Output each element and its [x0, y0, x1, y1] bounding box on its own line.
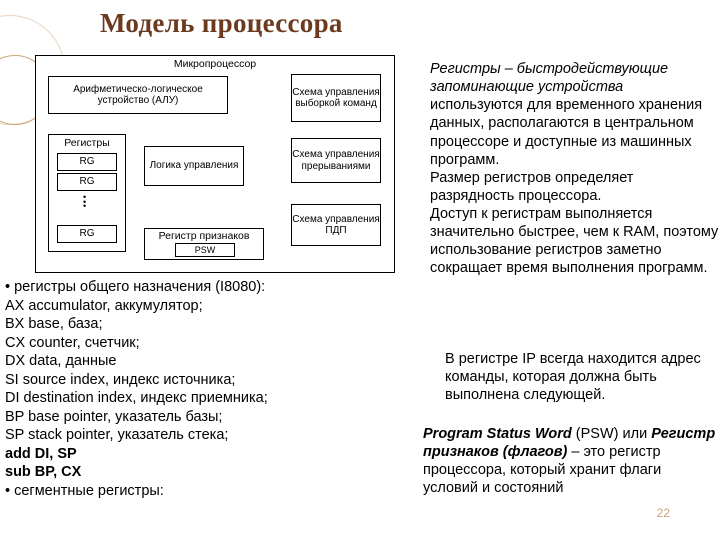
registers-label: Регистры	[49, 137, 125, 150]
left-line-7: DI destination index, индекс приемника;	[5, 389, 425, 408]
left-line-11: sub BP, CX	[5, 463, 425, 482]
left-line-6: SI source index, индекс источника;	[5, 371, 425, 390]
rg3-box: RG	[57, 225, 117, 243]
right-text-block-1: Регистры – быстродействующие запоминающи…	[430, 60, 720, 278]
flags-group: Регистр признаков PSW	[144, 228, 264, 260]
right1-p1: Регистры – быстродействующие запоминающи…	[430, 60, 720, 169]
left-line-4: CX counter, счетчик;	[5, 334, 425, 353]
left-line-3: BX base, база;	[5, 315, 425, 334]
rg1-box: RG	[57, 153, 117, 171]
slide-number: 22	[657, 506, 670, 520]
right3-p: Program Status Word (PSW) или Регистр пр…	[423, 425, 720, 498]
psw-box: PSW	[175, 243, 235, 257]
flags-label: Регистр признаков	[145, 230, 263, 243]
right2-p: В регистре IP всегда находится адрес ком…	[445, 350, 715, 404]
right-text-block-2: В регистре IP всегда находится адрес ком…	[445, 350, 715, 404]
left-line-2: AX accumulator, аккумулятор;	[5, 297, 425, 316]
right1-p3: Доступ к регистрам выполняется значитель…	[430, 205, 720, 278]
right1-p2: Размер регистров определяет разрядность …	[430, 169, 720, 205]
diagram-header: Микропроцессор	[36, 58, 394, 71]
registers-group: Регистры RG RG ••• RG	[48, 134, 126, 252]
left-line-8: BP base pointer, указатель базы;	[5, 408, 425, 427]
left-line-12: • сегментные регистры:	[5, 482, 425, 501]
right-text-block-3: Program Status Word (PSW) или Регистр пр…	[423, 425, 720, 498]
dma-box: Схема управления ПДП	[291, 204, 381, 246]
left-line-1: • регистры общего назначения (I8080):	[5, 278, 425, 297]
left-line-10: add DI, SP	[5, 445, 425, 464]
left-line-9: SP stack pointer, указатель стека;	[5, 426, 425, 445]
left-text-block: • регистры общего назначения (I8080): AX…	[5, 278, 425, 501]
cmd-ctrl-box: Схема управления выборкой команд	[291, 74, 381, 122]
interrupt-ctrl-box: Схема управления прерываниями	[291, 138, 381, 183]
logic-box: Логика управления	[144, 146, 244, 186]
slide-title: Модель процессора	[100, 8, 343, 39]
processor-diagram: Микропроцессор Арифметическо-логическое …	[35, 55, 395, 273]
rg2-box: RG	[57, 173, 117, 191]
alu-box: Арифметическо-логическое устройство (АЛУ…	[48, 76, 228, 114]
rg-dots: •••	[83, 195, 88, 209]
left-line-5: DX data, данные	[5, 352, 425, 371]
